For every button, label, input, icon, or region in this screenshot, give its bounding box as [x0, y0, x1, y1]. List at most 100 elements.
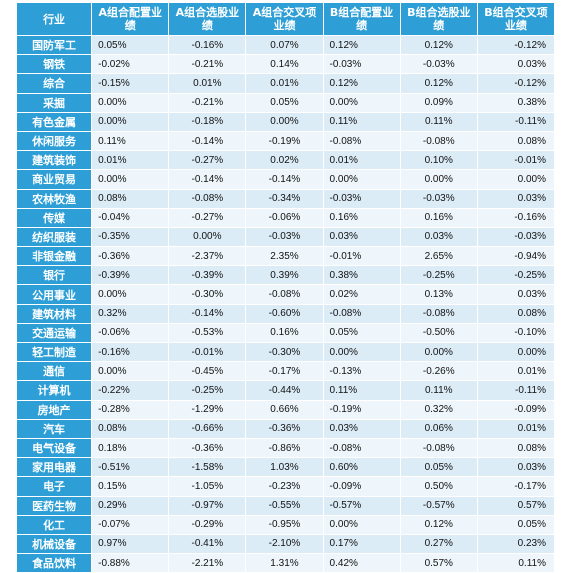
value-cell: 0.12% [399, 514, 478, 535]
value-cell: -0.66% [168, 418, 247, 439]
industry-cell: 计算机 [15, 380, 93, 401]
value-cell: -0.08% [245, 284, 324, 305]
value-cell: -0.35% [91, 226, 170, 248]
value-cell: 0.00% [476, 341, 556, 363]
value-cell: -0.45% [168, 361, 247, 382]
value-cell: -0.39% [91, 265, 170, 286]
industry-cell: 有色金属 [15, 111, 93, 132]
industry-cell: 通信 [15, 361, 93, 382]
value-cell: 0.97% [91, 533, 170, 555]
value-cell: -0.57% [322, 495, 401, 516]
value-cell: 0.02% [322, 284, 401, 305]
value-cell: 0.00% [322, 92, 401, 113]
table-row: 有色金属 0.00% -0.18% 0.00% 0.11% 0.11% -0.11% [15, 111, 556, 132]
value-cell: -2.37% [168, 246, 247, 267]
value-cell: 0.06% [399, 418, 478, 439]
table-row: 国防军工 0.05% -0.16% 0.07% 0.12% 0.12% -0.12% [15, 34, 556, 56]
value-cell: -0.03% [476, 226, 556, 248]
value-cell: 0.05% [322, 322, 401, 344]
value-cell: 0.01% [476, 361, 556, 382]
value-cell: -0.08% [322, 303, 401, 324]
header-b-allocation: B组合配置业绩 [322, 2, 401, 36]
industry-cell: 交通运输 [15, 322, 93, 344]
value-cell: 0.66% [245, 399, 324, 420]
table-row: 房地产 -0.28% -1.29% 0.66% -0.19% 0.32% -0.09% [15, 399, 556, 420]
value-cell: 0.00% [91, 169, 170, 190]
value-cell: 0.57% [399, 553, 478, 573]
value-cell: 0.32% [91, 303, 170, 324]
table-row: 公用事业 0.00% -0.30% -0.08% 0.02% 0.13% 0.03% [15, 284, 556, 305]
value-cell: 0.32% [399, 399, 478, 420]
industry-cell: 机械设备 [15, 533, 93, 555]
value-cell: -0.12% [476, 34, 556, 56]
value-cell: -0.36% [168, 437, 247, 459]
value-cell: -0.97% [168, 495, 247, 516]
value-cell: -0.01% [322, 246, 401, 267]
value-cell: 0.01% [245, 73, 324, 94]
value-cell: 0.18% [91, 437, 170, 459]
value-cell: -0.36% [91, 246, 170, 267]
value-cell: -0.17% [245, 361, 324, 382]
value-cell: -0.06% [245, 207, 324, 228]
value-cell: -0.18% [168, 111, 247, 132]
value-cell: 2.65% [399, 246, 478, 267]
value-cell: 0.08% [476, 437, 556, 459]
value-cell: -0.21% [168, 92, 247, 113]
value-cell: 0.03% [399, 226, 478, 248]
table-row: 轻工制造 -0.16% -0.01% -0.30% 0.00% 0.00% 0.00% [15, 341, 556, 363]
value-cell: 0.05% [476, 514, 556, 535]
industry-cell: 房地产 [15, 399, 93, 420]
industry-cell: 食品饮料 [15, 553, 93, 573]
table-row: 食品饮料 -0.88% -2.21% 1.31% 0.42% 0.57% 0.11% [15, 553, 556, 573]
value-cell: -0.22% [91, 380, 170, 401]
value-cell: -0.60% [245, 303, 324, 324]
value-cell: -0.95% [245, 514, 324, 535]
table-row: 医药生物 0.29% -0.97% -0.55% -0.57% -0.57% 0.57% [15, 495, 556, 516]
value-cell: 0.00% [245, 111, 324, 132]
value-cell: -0.28% [91, 399, 170, 420]
value-cell: -0.25% [476, 265, 556, 286]
value-cell: -0.11% [476, 380, 556, 401]
value-cell: 0.01% [91, 150, 170, 171]
value-cell: -0.08% [399, 130, 478, 152]
value-cell: -1.58% [168, 457, 247, 478]
value-cell: 0.00% [168, 226, 247, 248]
value-cell: -0.08% [399, 437, 478, 459]
industry-cell: 农林牧渔 [15, 188, 93, 209]
value-cell: 0.16% [399, 207, 478, 228]
industry-cell: 化工 [15, 514, 93, 535]
value-cell: 0.11% [322, 111, 401, 132]
value-cell: 0.00% [322, 169, 401, 190]
value-cell: -0.14% [168, 130, 247, 152]
value-cell: -0.09% [322, 476, 401, 497]
table-row: 建筑材料 0.32% -0.14% -0.60% -0.08% -0.08% 0.08% [15, 303, 556, 324]
value-cell: 0.13% [399, 284, 478, 305]
value-cell: 0.00% [399, 341, 478, 363]
industry-cell: 国防军工 [15, 34, 93, 56]
industry-cell: 综合 [15, 73, 93, 94]
value-cell: -0.14% [168, 169, 247, 190]
value-cell: 0.00% [322, 341, 401, 363]
header-b-interaction: B组合交叉项业绩 [476, 2, 556, 36]
industry-cell: 商业贸易 [15, 169, 93, 190]
table-row: 通信 0.00% -0.45% -0.17% -0.13% -0.26% 0.01% [15, 361, 556, 382]
industry-cell: 银行 [15, 265, 93, 286]
value-cell: -0.03% [399, 54, 478, 75]
value-cell: -0.44% [245, 380, 324, 401]
value-cell: -0.03% [399, 188, 478, 209]
table-row: 机械设备 0.97% -0.41% -2.10% 0.17% 0.27% 0.23% [15, 533, 556, 555]
value-cell: 0.00% [399, 169, 478, 190]
industry-cell: 汽车 [15, 418, 93, 439]
value-cell: -0.08% [168, 188, 247, 209]
value-cell: -0.34% [245, 188, 324, 209]
header-a-selection: A组合选股业绩 [168, 2, 247, 36]
header-row: 行业 A组合配置业绩 A组合选股业绩 A组合交叉项业绩 B组合配置业绩 B组合选… [15, 2, 556, 36]
value-cell: -1.29% [168, 399, 247, 420]
value-cell: 0.08% [91, 418, 170, 439]
value-cell: 0.00% [91, 284, 170, 305]
value-cell: -1.05% [168, 476, 247, 497]
value-cell: -0.25% [168, 380, 247, 401]
value-cell: 0.10% [399, 150, 478, 171]
value-cell: 0.17% [322, 533, 401, 555]
value-cell: -0.12% [476, 73, 556, 94]
